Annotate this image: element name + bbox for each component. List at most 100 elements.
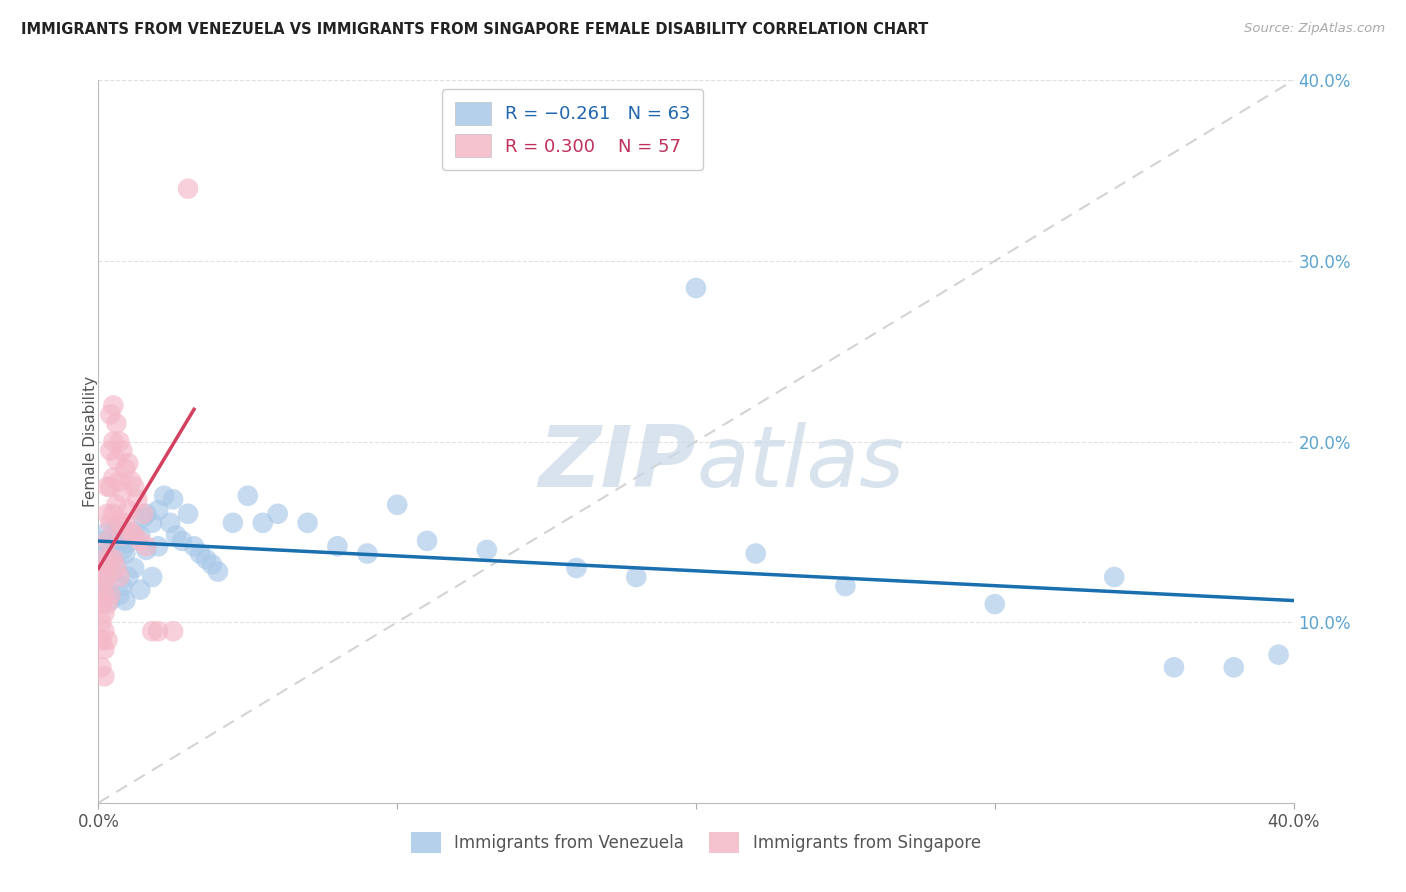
Point bbox=[108, 533, 131, 548]
Text: Source: ZipAtlas.com: Source: ZipAtlas.com bbox=[1244, 22, 1385, 36]
Point bbox=[120, 524, 142, 539]
Point bbox=[565, 561, 588, 575]
Point bbox=[252, 516, 274, 530]
Point bbox=[90, 660, 112, 674]
Point bbox=[98, 552, 122, 566]
Point bbox=[98, 593, 122, 607]
Point bbox=[105, 417, 128, 431]
Point bbox=[96, 597, 118, 611]
Point bbox=[141, 570, 163, 584]
Point bbox=[103, 507, 125, 521]
Point bbox=[162, 492, 184, 507]
Point bbox=[93, 570, 115, 584]
Point bbox=[172, 533, 194, 548]
Point bbox=[207, 565, 229, 579]
Point bbox=[90, 633, 112, 648]
Point bbox=[90, 579, 112, 593]
Point bbox=[105, 561, 128, 575]
Point bbox=[132, 507, 155, 521]
Point bbox=[90, 579, 112, 593]
Point bbox=[127, 492, 149, 507]
Point bbox=[96, 570, 118, 584]
Point bbox=[1104, 570, 1126, 584]
Point bbox=[141, 516, 163, 530]
Point bbox=[96, 507, 118, 521]
Point bbox=[148, 624, 170, 639]
Point bbox=[93, 570, 115, 584]
Point bbox=[124, 561, 146, 575]
Point bbox=[267, 507, 290, 521]
Point bbox=[98, 443, 122, 458]
Point bbox=[177, 182, 200, 196]
Point bbox=[114, 516, 136, 530]
Point bbox=[177, 507, 200, 521]
Point bbox=[117, 503, 139, 517]
Point bbox=[96, 633, 118, 648]
Point bbox=[103, 398, 125, 412]
Point bbox=[90, 615, 112, 630]
Point bbox=[103, 471, 125, 485]
Point bbox=[93, 552, 115, 566]
Point bbox=[105, 558, 128, 572]
Point bbox=[103, 434, 125, 449]
Point bbox=[129, 528, 152, 542]
Point bbox=[129, 582, 152, 597]
Point bbox=[105, 521, 128, 535]
Point bbox=[111, 443, 134, 458]
Point bbox=[111, 485, 134, 500]
Point bbox=[129, 533, 152, 548]
Point bbox=[148, 539, 170, 553]
Point bbox=[117, 570, 139, 584]
Point bbox=[90, 597, 112, 611]
Point bbox=[626, 570, 648, 584]
Point bbox=[1223, 660, 1246, 674]
Point bbox=[114, 547, 136, 561]
Point bbox=[108, 588, 131, 602]
Point bbox=[416, 533, 439, 548]
Text: ZIP: ZIP bbox=[538, 422, 696, 505]
Point bbox=[326, 539, 349, 553]
Point bbox=[96, 582, 118, 597]
Point bbox=[201, 558, 224, 572]
Point bbox=[834, 579, 856, 593]
Point bbox=[356, 547, 378, 561]
Point bbox=[188, 547, 211, 561]
Point bbox=[124, 524, 146, 539]
Legend: Immigrants from Venezuela, Immigrants from Singapore: Immigrants from Venezuela, Immigrants fr… bbox=[405, 826, 987, 860]
Point bbox=[108, 516, 131, 530]
Point bbox=[159, 516, 181, 530]
Point bbox=[141, 624, 163, 639]
Point bbox=[111, 542, 134, 557]
Point bbox=[103, 552, 125, 566]
Point bbox=[1163, 660, 1185, 674]
Point bbox=[114, 593, 136, 607]
Point bbox=[108, 434, 131, 449]
Point bbox=[745, 547, 768, 561]
Point bbox=[96, 533, 118, 548]
Point bbox=[385, 498, 409, 512]
Point bbox=[124, 528, 146, 542]
Point bbox=[93, 533, 115, 548]
Point bbox=[117, 535, 139, 549]
Y-axis label: Female Disability: Female Disability bbox=[83, 376, 97, 508]
Point bbox=[98, 408, 122, 422]
Point bbox=[103, 528, 125, 542]
Point bbox=[162, 624, 184, 639]
Point bbox=[984, 597, 1007, 611]
Point bbox=[222, 516, 245, 530]
Point bbox=[103, 565, 125, 579]
Point bbox=[153, 489, 176, 503]
Point bbox=[96, 480, 118, 494]
Point bbox=[111, 579, 134, 593]
Point bbox=[93, 642, 115, 657]
Point bbox=[135, 539, 157, 553]
Point bbox=[105, 498, 128, 512]
Text: atlas: atlas bbox=[696, 422, 904, 505]
Point bbox=[135, 542, 157, 557]
Point bbox=[114, 461, 136, 475]
Point bbox=[120, 475, 142, 489]
Point bbox=[93, 588, 115, 602]
Point bbox=[124, 480, 146, 494]
Point bbox=[93, 669, 115, 683]
Point bbox=[90, 552, 112, 566]
